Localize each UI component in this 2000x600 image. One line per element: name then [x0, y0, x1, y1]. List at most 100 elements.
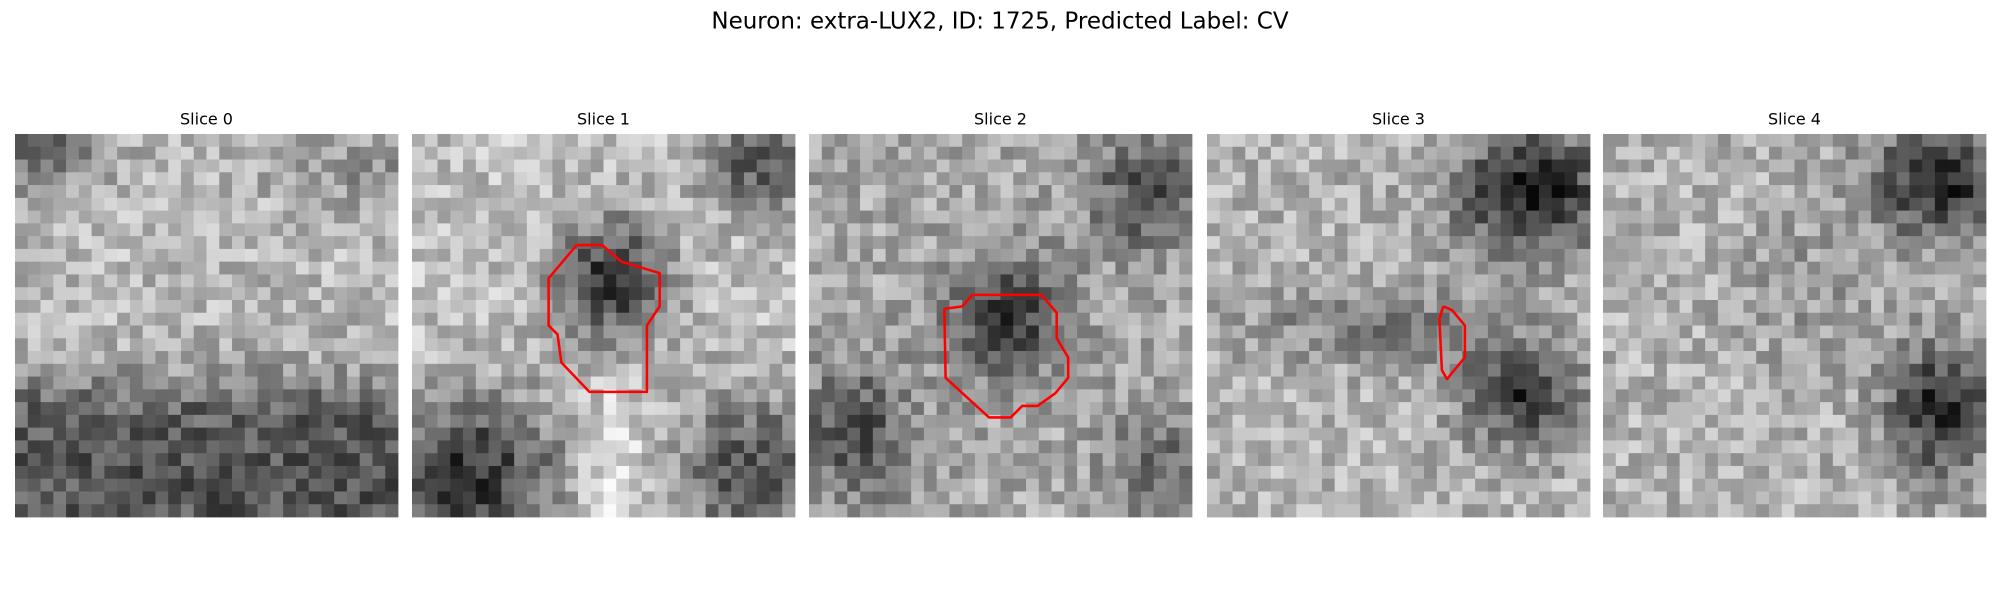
pixel [847, 351, 861, 365]
pixel [974, 376, 989, 390]
pixel [1026, 185, 1040, 199]
pixel [743, 376, 758, 390]
pixel [1115, 363, 1129, 377]
pixel [1051, 504, 1065, 518]
pixel [1372, 402, 1387, 416]
pixel [949, 261, 963, 275]
pixel [1360, 402, 1374, 416]
pixel [860, 478, 874, 492]
pixel [1398, 338, 1412, 352]
pixel [987, 338, 1001, 352]
pixel [654, 172, 668, 186]
pixel [78, 172, 92, 186]
pixel [1807, 210, 1821, 224]
pixel [1538, 338, 1553, 352]
pixel [1513, 210, 1527, 224]
pixel [1756, 338, 1770, 352]
pixel [1960, 172, 1974, 186]
pixel [731, 248, 745, 263]
pixel [334, 185, 348, 199]
pixel [129, 465, 144, 480]
pixel [488, 338, 502, 352]
pixel [1296, 134, 1310, 148]
pixel [206, 338, 220, 352]
pixel [1960, 427, 1974, 441]
pixel [475, 312, 489, 326]
pixel [424, 134, 438, 148]
pixel [1077, 363, 1091, 377]
pixel [743, 402, 758, 416]
pixel [898, 504, 912, 518]
pixel [743, 414, 758, 429]
pixel [1551, 197, 1565, 211]
pixel [155, 478, 169, 492]
pixel [1283, 478, 1297, 492]
pixel [1730, 299, 1744, 314]
pixel [206, 478, 220, 492]
pixel [680, 491, 694, 505]
pixel [1207, 210, 1221, 224]
pixel [565, 210, 579, 224]
pixel [437, 440, 451, 454]
pixel [1398, 312, 1412, 326]
pixel [40, 351, 54, 365]
pixel [1538, 453, 1553, 467]
pixel [346, 223, 361, 237]
pixel [1756, 376, 1770, 390]
pixel [860, 146, 874, 160]
pixel [1577, 223, 1591, 237]
pixel [257, 363, 271, 377]
pixel [1436, 159, 1450, 173]
pixel [539, 504, 553, 518]
pixel [1077, 197, 1091, 211]
pixel [1436, 248, 1450, 263]
pixel [27, 440, 41, 454]
pixel [155, 389, 169, 403]
pixel [577, 274, 592, 288]
pixel [1551, 236, 1565, 250]
pixel [756, 146, 770, 160]
pixel [1207, 172, 1221, 186]
pixel [129, 248, 144, 263]
pixel [308, 402, 322, 416]
pixel [1858, 210, 1872, 224]
pixel [641, 210, 655, 224]
pixel [911, 274, 925, 288]
pixel [1038, 146, 1052, 160]
pixel [539, 146, 553, 160]
pixel [1487, 248, 1502, 263]
pixel [1730, 312, 1744, 326]
pixel [809, 223, 823, 237]
pixel [104, 414, 118, 429]
pixel [962, 440, 976, 454]
pixel [1219, 427, 1233, 441]
pixel [1603, 223, 1617, 237]
pixel [257, 453, 271, 467]
pixel [78, 197, 92, 211]
pixel [565, 504, 579, 518]
pixel [1424, 312, 1438, 326]
pixel [1321, 414, 1336, 429]
pixel [1245, 427, 1259, 441]
pixel [321, 223, 335, 237]
pixel [1858, 185, 1872, 199]
pixel [15, 236, 29, 250]
pixel [705, 197, 719, 211]
pixel [155, 261, 169, 275]
pixel [1756, 210, 1770, 224]
pixel [1462, 440, 1476, 454]
pixel [974, 453, 989, 467]
pixel [1283, 185, 1297, 199]
pixel [847, 491, 861, 505]
pixel [1564, 491, 1578, 505]
pixel [1077, 427, 1091, 441]
pixel [463, 274, 477, 288]
pixel [1436, 261, 1450, 275]
pixel [514, 325, 528, 339]
pixel [372, 504, 386, 518]
pixel [1883, 236, 1898, 250]
pixel [1807, 363, 1821, 377]
pixel [1000, 210, 1014, 224]
pixel [1449, 504, 1463, 518]
pixel [155, 159, 169, 173]
